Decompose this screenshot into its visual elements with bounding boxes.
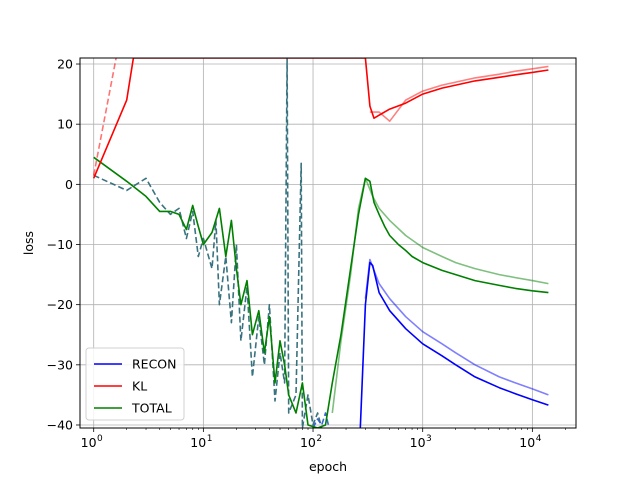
legend-label-kl: KL	[132, 379, 147, 394]
y-tick-label: −30	[47, 357, 73, 372]
grid	[80, 58, 576, 428]
legend-box	[85, 347, 185, 421]
legend-label-recon: RECON	[132, 357, 177, 372]
y-tick-label: 10	[57, 117, 73, 132]
series-line-recon-light	[364, 258, 549, 396]
x-axis-label: epoch	[309, 459, 347, 474]
y-tick-label: 0	[65, 177, 73, 192]
y-axis-label: loss	[21, 231, 36, 255]
y-tick-label: −20	[47, 297, 73, 312]
y-tick-label: 20	[57, 57, 73, 72]
series-line-recon	[359, 261, 549, 428]
plot-frame	[79, 57, 577, 429]
series-line-total	[93, 156, 549, 428]
series-line-kl-dashed	[92, 58, 117, 176]
series-line-kl	[92, 58, 549, 179]
legend: RECON KL TOTAL	[85, 347, 185, 421]
series-line-kl-light	[369, 65, 549, 122]
y-tick-label: −40	[47, 417, 73, 432]
series-layer	[92, 58, 549, 428]
legend-label-total: TOTAL	[131, 401, 172, 416]
y-tick-label: −10	[47, 237, 73, 252]
